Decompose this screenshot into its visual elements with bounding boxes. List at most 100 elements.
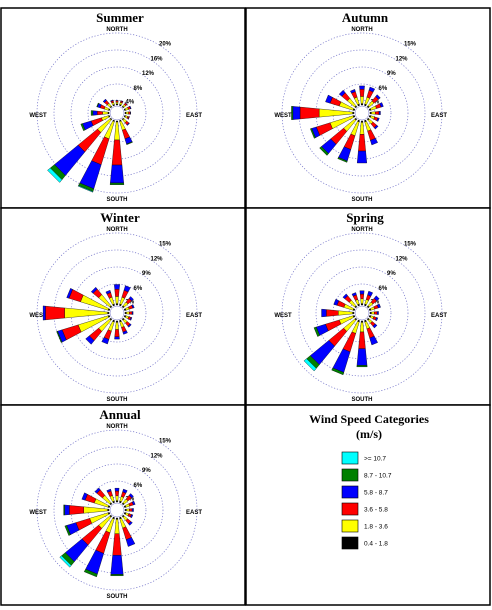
wind-wedge [122,488,128,494]
legend-swatch [341,502,359,516]
ring-label: 3% [371,300,380,306]
wind-wedge [378,111,381,115]
ring-circle [53,49,181,177]
wind-wedge [333,298,340,306]
panel-frame [245,404,491,606]
wind-wedge [369,335,378,346]
ring-label: 20% [159,42,172,48]
ring-label: 12% [396,256,409,262]
wind-rose-summer: Summer NORTH SOUTH EAST WEST 4% 8% 12% 16% 20% [29,10,202,203]
wind-wedge [131,304,135,309]
wind-wedge [337,157,348,163]
wind-wedge [372,323,378,329]
wind-wedge [115,320,119,323]
ring-label: 9% [142,271,151,277]
wind-wedge [114,289,120,297]
wind-wedge [115,101,119,105]
wind-wedge [64,504,70,516]
wind-wedge [42,305,46,321]
ring-label: 4% [126,100,135,106]
wind-wedge [114,488,120,492]
wind-wedge [110,574,124,576]
wind-wedge [109,182,125,185]
west-label: WEST [29,313,47,319]
ring-label: 15% [404,42,417,48]
wind-wedge [125,111,129,115]
ring-label: 12% [396,56,409,62]
wind-wedge [321,308,327,318]
wind-rose-winter: Winter NORTH SOUTH EAST WEST 3% 6% 9% 12% 15% [29,210,202,403]
wind-wedge [128,111,131,115]
wind-wedge [373,295,380,302]
wind-wedge [369,311,372,315]
wind-wedge [94,487,101,494]
wind-wedge [114,336,120,340]
wind-wedge [356,365,368,368]
calm-circle [109,105,125,121]
wind-wedge [359,290,365,295]
ring-label: 3% [126,497,135,503]
wind-wedge [126,141,133,145]
west-label: WEST [274,113,292,119]
wind-wedge [342,293,348,299]
wind-wedge [356,348,368,366]
wind-wedge [125,102,128,105]
wind-wedge [102,98,107,103]
wind-wedge [83,568,98,578]
wind-wedge [127,116,130,120]
panel-title: Autumn [342,10,389,25]
wind-wedge [367,290,373,297]
ring-label: 6% [134,483,143,489]
ring-label: 3% [126,300,135,306]
wind-wedge [128,296,134,302]
ring-label: 3% [371,100,380,106]
wind-wedge [360,103,364,106]
wind-wedge [370,138,378,146]
north-label: NORTH [106,227,127,233]
south-label: SOUTH [107,594,128,600]
wind-wedge [126,311,130,315]
east-label: EAST [431,113,447,119]
wind-wedge [368,86,376,93]
wind-rose-autumn: Autumn NORTH SOUTH EAST WEST 3% 6% 9% 12% 15% [274,10,447,203]
ring-label: 9% [387,71,396,77]
wind-wedge [120,100,124,103]
wind-wedge [115,517,119,520]
wind-wedge [90,110,94,116]
wind-wedge [319,146,329,156]
wind-wedge [115,296,119,304]
wind-wedge [374,311,378,315]
legend-swatch [341,451,359,465]
ring-circle [298,49,426,177]
wind-wedge [131,500,136,506]
wind-wedge [360,320,364,323]
wind-wedge [110,164,124,184]
wind-wedge [69,505,84,515]
ring-label: 15% [159,242,172,248]
ring-circle [281,232,443,394]
legend-label: 5.8 - 8.7 [364,490,388,497]
wind-wedge [107,508,110,512]
wind-wedge [102,111,109,115]
wind-wedge [373,124,379,130]
wind-wedge [350,89,356,94]
north-label: NORTH [106,27,127,33]
legend-swatch [341,485,359,499]
wind-wedge [291,106,294,120]
wind-wedge [131,508,134,512]
ring-label: 12% [151,453,164,459]
wind-wedge [90,286,98,294]
north-label: NORTH [351,227,372,233]
wind-rose-annual: Annual NORTH SOUTH EAST WEST 3% 6% 9% 12% 15% [29,407,202,600]
wind-wedge [85,335,95,345]
east-label: EAST [186,113,202,119]
wind-wedge [115,100,119,103]
wind-wedge [128,521,133,526]
wind-wedge [303,358,317,372]
ring-circle [53,446,181,574]
wind-wedge [127,323,132,328]
wind-wedge [129,105,132,110]
wind-wedge [310,128,316,139]
wind-wedge [338,89,346,97]
